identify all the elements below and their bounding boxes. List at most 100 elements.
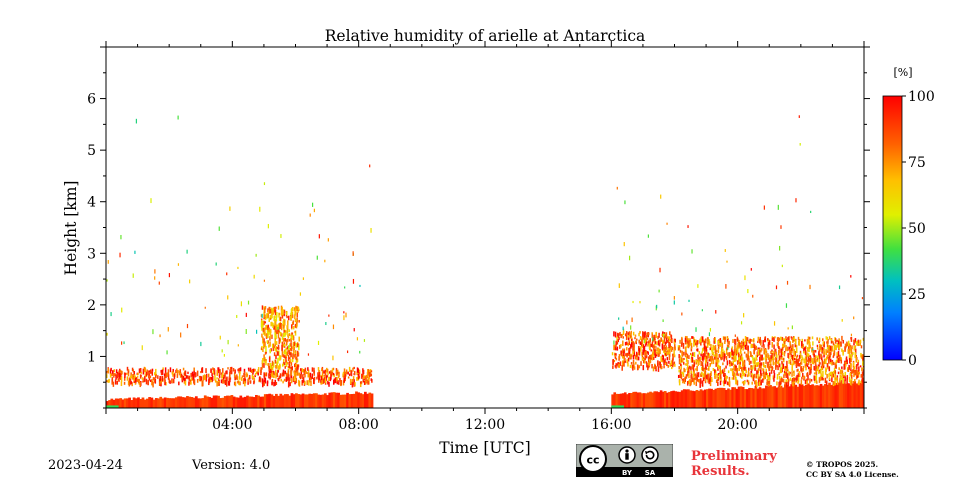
- data-cell: [823, 358, 826, 364]
- data-cell: [690, 366, 692, 371]
- data-cell: [625, 331, 628, 335]
- data-cell: [847, 369, 850, 373]
- data-cell: [853, 339, 855, 343]
- surface-cell: [281, 395, 285, 408]
- data-point: [750, 268, 752, 271]
- data-cell: [614, 331, 617, 338]
- data-cell: [289, 382, 291, 387]
- surface-cell: [266, 394, 269, 408]
- data-cell: [287, 336, 290, 339]
- data-cell: [764, 372, 767, 377]
- data-cell: [342, 374, 345, 378]
- surface-cell: [807, 383, 810, 408]
- data-cell: [783, 352, 786, 357]
- data-cell: [840, 358, 843, 364]
- data-cell: [831, 345, 833, 352]
- data-cell: [840, 356, 842, 360]
- data-cell: [169, 367, 172, 373]
- data-cell: [298, 372, 300, 376]
- data-cell: [857, 372, 860, 378]
- data-cell: [275, 325, 277, 330]
- data-cell: [268, 317, 270, 322]
- data-cell: [645, 355, 648, 359]
- data-cell: [149, 379, 152, 383]
- data-cell: [633, 351, 636, 357]
- surface-cell: [226, 395, 229, 408]
- data-cell: [757, 340, 759, 343]
- data-cell: [309, 372, 312, 378]
- data-cell: [781, 336, 784, 342]
- data-cell: [663, 359, 665, 366]
- data-point: [186, 323, 189, 329]
- data-cell: [139, 368, 142, 373]
- y-tick-label: 5: [87, 143, 96, 159]
- data-cell: [342, 372, 345, 375]
- data-cell: [719, 338, 722, 343]
- data-cell: [717, 340, 720, 345]
- data-cell: [295, 343, 297, 346]
- data-point: [107, 260, 109, 264]
- data-cell: [776, 381, 778, 386]
- data-cell: [118, 378, 120, 382]
- surface-cell: [150, 397, 154, 408]
- surface-cell: [217, 395, 220, 408]
- data-cell: [678, 354, 680, 359]
- data-cell: [737, 361, 740, 365]
- data-cell: [290, 352, 292, 357]
- data-cell: [192, 374, 195, 380]
- data-point: [743, 313, 745, 318]
- data-cell: [700, 341, 702, 346]
- data-cell: [770, 369, 773, 374]
- data-cell: [276, 328, 278, 334]
- surface-cell: [678, 391, 682, 408]
- data-cell: [642, 356, 645, 360]
- surface-cell: [348, 394, 352, 408]
- data-cell: [778, 375, 781, 379]
- data-cell: [286, 329, 289, 334]
- data-cell: [370, 370, 373, 373]
- data-cell: [784, 372, 786, 375]
- data-point: [327, 238, 329, 242]
- data-cell: [283, 362, 286, 366]
- data-cell: [833, 367, 836, 373]
- data-cell: [116, 380, 119, 385]
- data-point: [159, 334, 161, 338]
- data-cell: [682, 361, 685, 365]
- data-cell: [839, 374, 842, 379]
- data-cell: [750, 367, 752, 370]
- data-cell: [649, 338, 651, 342]
- data-cell: [333, 373, 335, 378]
- data-cell: [274, 339, 276, 345]
- data-cell: [225, 377, 227, 382]
- data-cell: [690, 353, 693, 358]
- data-cell: [744, 366, 747, 371]
- data-cell: [672, 353, 674, 357]
- data-cell: [693, 359, 695, 363]
- surface-cell: [303, 394, 307, 408]
- data-cell: [666, 357, 669, 361]
- data-cell: [860, 352, 862, 358]
- surface-cell: [139, 399, 143, 408]
- data-cell: [298, 336, 300, 342]
- data-cell: [657, 352, 660, 357]
- data-cell: [129, 375, 132, 380]
- data-cell: [723, 350, 725, 356]
- data-cell: [291, 356, 294, 363]
- data-cell: [778, 372, 780, 376]
- data-point: [709, 328, 712, 332]
- data-cell: [263, 372, 265, 378]
- data-cell: [281, 333, 283, 337]
- data-cell: [694, 342, 697, 346]
- data-cell: [130, 372, 132, 377]
- data-cell: [746, 337, 749, 342]
- data-cell: [803, 347, 805, 353]
- surface-cell: [123, 398, 127, 408]
- data-cell: [123, 381, 126, 385]
- data-cell: [717, 376, 720, 381]
- data-cell: [721, 370, 723, 374]
- data-cell: [674, 343, 676, 349]
- data-cell: [643, 345, 646, 352]
- data-cell: [267, 340, 269, 344]
- data-cell: [317, 372, 319, 378]
- data-cell: [108, 378, 110, 383]
